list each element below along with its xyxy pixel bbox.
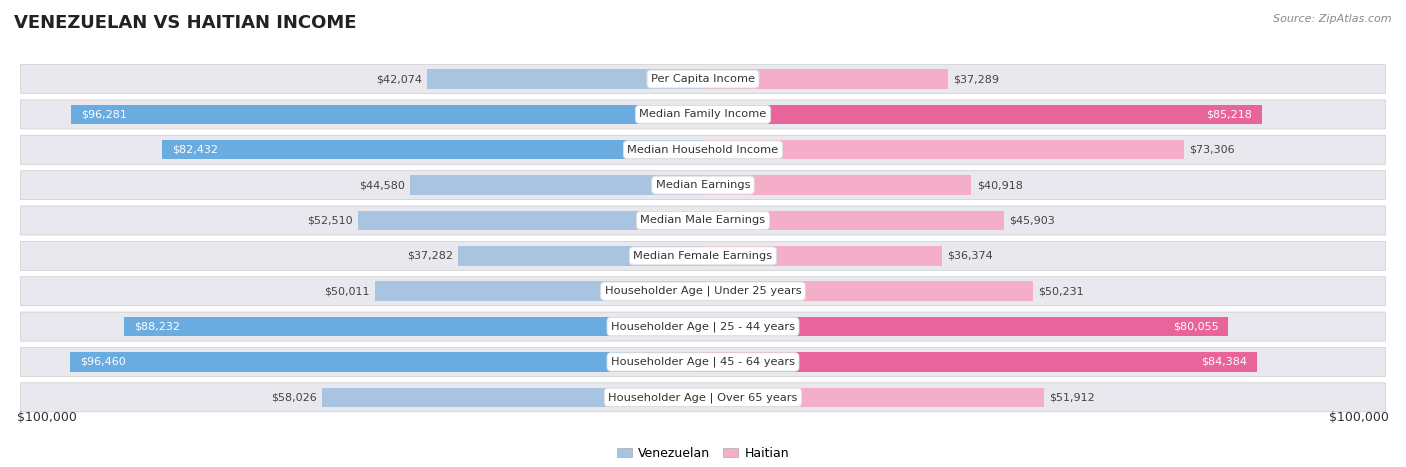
Bar xyxy=(703,69,948,89)
Bar xyxy=(703,388,1043,407)
FancyBboxPatch shape xyxy=(21,347,1385,376)
Bar xyxy=(124,317,703,336)
Text: Median Family Income: Median Family Income xyxy=(640,109,766,120)
Text: Householder Age | 25 - 44 years: Householder Age | 25 - 44 years xyxy=(612,321,794,332)
Bar xyxy=(411,176,703,195)
Text: $58,026: $58,026 xyxy=(271,392,316,402)
Text: $36,374: $36,374 xyxy=(946,251,993,261)
FancyBboxPatch shape xyxy=(21,241,1385,270)
FancyBboxPatch shape xyxy=(21,206,1385,235)
FancyBboxPatch shape xyxy=(21,64,1385,93)
Text: VENEZUELAN VS HAITIAN INCOME: VENEZUELAN VS HAITIAN INCOME xyxy=(14,14,357,32)
Bar xyxy=(70,352,703,372)
Bar xyxy=(427,69,703,89)
Text: Householder Age | 45 - 64 years: Householder Age | 45 - 64 years xyxy=(612,357,794,367)
Bar xyxy=(359,211,703,230)
Text: Median Earnings: Median Earnings xyxy=(655,180,751,190)
Text: $37,289: $37,289 xyxy=(953,74,998,84)
Text: $52,510: $52,510 xyxy=(308,215,353,226)
Legend: Venezuelan, Haitian: Venezuelan, Haitian xyxy=(612,442,794,465)
Text: $100,000: $100,000 xyxy=(1329,411,1389,425)
Text: $45,903: $45,903 xyxy=(1010,215,1054,226)
Text: $50,231: $50,231 xyxy=(1038,286,1084,296)
Text: $51,912: $51,912 xyxy=(1049,392,1095,402)
FancyBboxPatch shape xyxy=(21,170,1385,199)
Bar xyxy=(375,282,703,301)
Bar xyxy=(162,140,703,160)
Text: $88,232: $88,232 xyxy=(134,322,180,332)
Text: $82,432: $82,432 xyxy=(172,145,218,155)
Bar xyxy=(703,140,1184,160)
Text: Median Household Income: Median Household Income xyxy=(627,145,779,155)
Text: $42,074: $42,074 xyxy=(375,74,422,84)
Text: $84,384: $84,384 xyxy=(1201,357,1247,367)
Text: $44,580: $44,580 xyxy=(360,180,405,190)
Text: Median Female Earnings: Median Female Earnings xyxy=(634,251,772,261)
Bar xyxy=(703,246,942,266)
Text: $40,918: $40,918 xyxy=(977,180,1022,190)
Bar xyxy=(703,317,1229,336)
Bar xyxy=(703,282,1032,301)
Text: Householder Age | Over 65 years: Householder Age | Over 65 years xyxy=(609,392,797,403)
Bar xyxy=(703,176,972,195)
Text: $73,306: $73,306 xyxy=(1189,145,1234,155)
Bar xyxy=(458,246,703,266)
Bar xyxy=(703,105,1263,124)
Bar xyxy=(322,388,703,407)
FancyBboxPatch shape xyxy=(21,383,1385,412)
Text: $96,460: $96,460 xyxy=(80,357,125,367)
Text: $50,011: $50,011 xyxy=(325,286,370,296)
FancyBboxPatch shape xyxy=(21,135,1385,164)
Text: $85,218: $85,218 xyxy=(1206,109,1253,120)
Text: Per Capita Income: Per Capita Income xyxy=(651,74,755,84)
Bar xyxy=(703,211,1004,230)
Text: $96,281: $96,281 xyxy=(82,109,127,120)
Bar xyxy=(72,105,703,124)
FancyBboxPatch shape xyxy=(21,312,1385,341)
FancyBboxPatch shape xyxy=(21,100,1385,129)
Text: Median Male Earnings: Median Male Earnings xyxy=(641,215,765,226)
Text: $80,055: $80,055 xyxy=(1173,322,1219,332)
FancyBboxPatch shape xyxy=(21,277,1385,306)
Bar xyxy=(703,352,1257,372)
Text: $100,000: $100,000 xyxy=(17,411,77,425)
Text: $37,282: $37,282 xyxy=(408,251,453,261)
Text: Householder Age | Under 25 years: Householder Age | Under 25 years xyxy=(605,286,801,297)
Text: Source: ZipAtlas.com: Source: ZipAtlas.com xyxy=(1274,14,1392,24)
